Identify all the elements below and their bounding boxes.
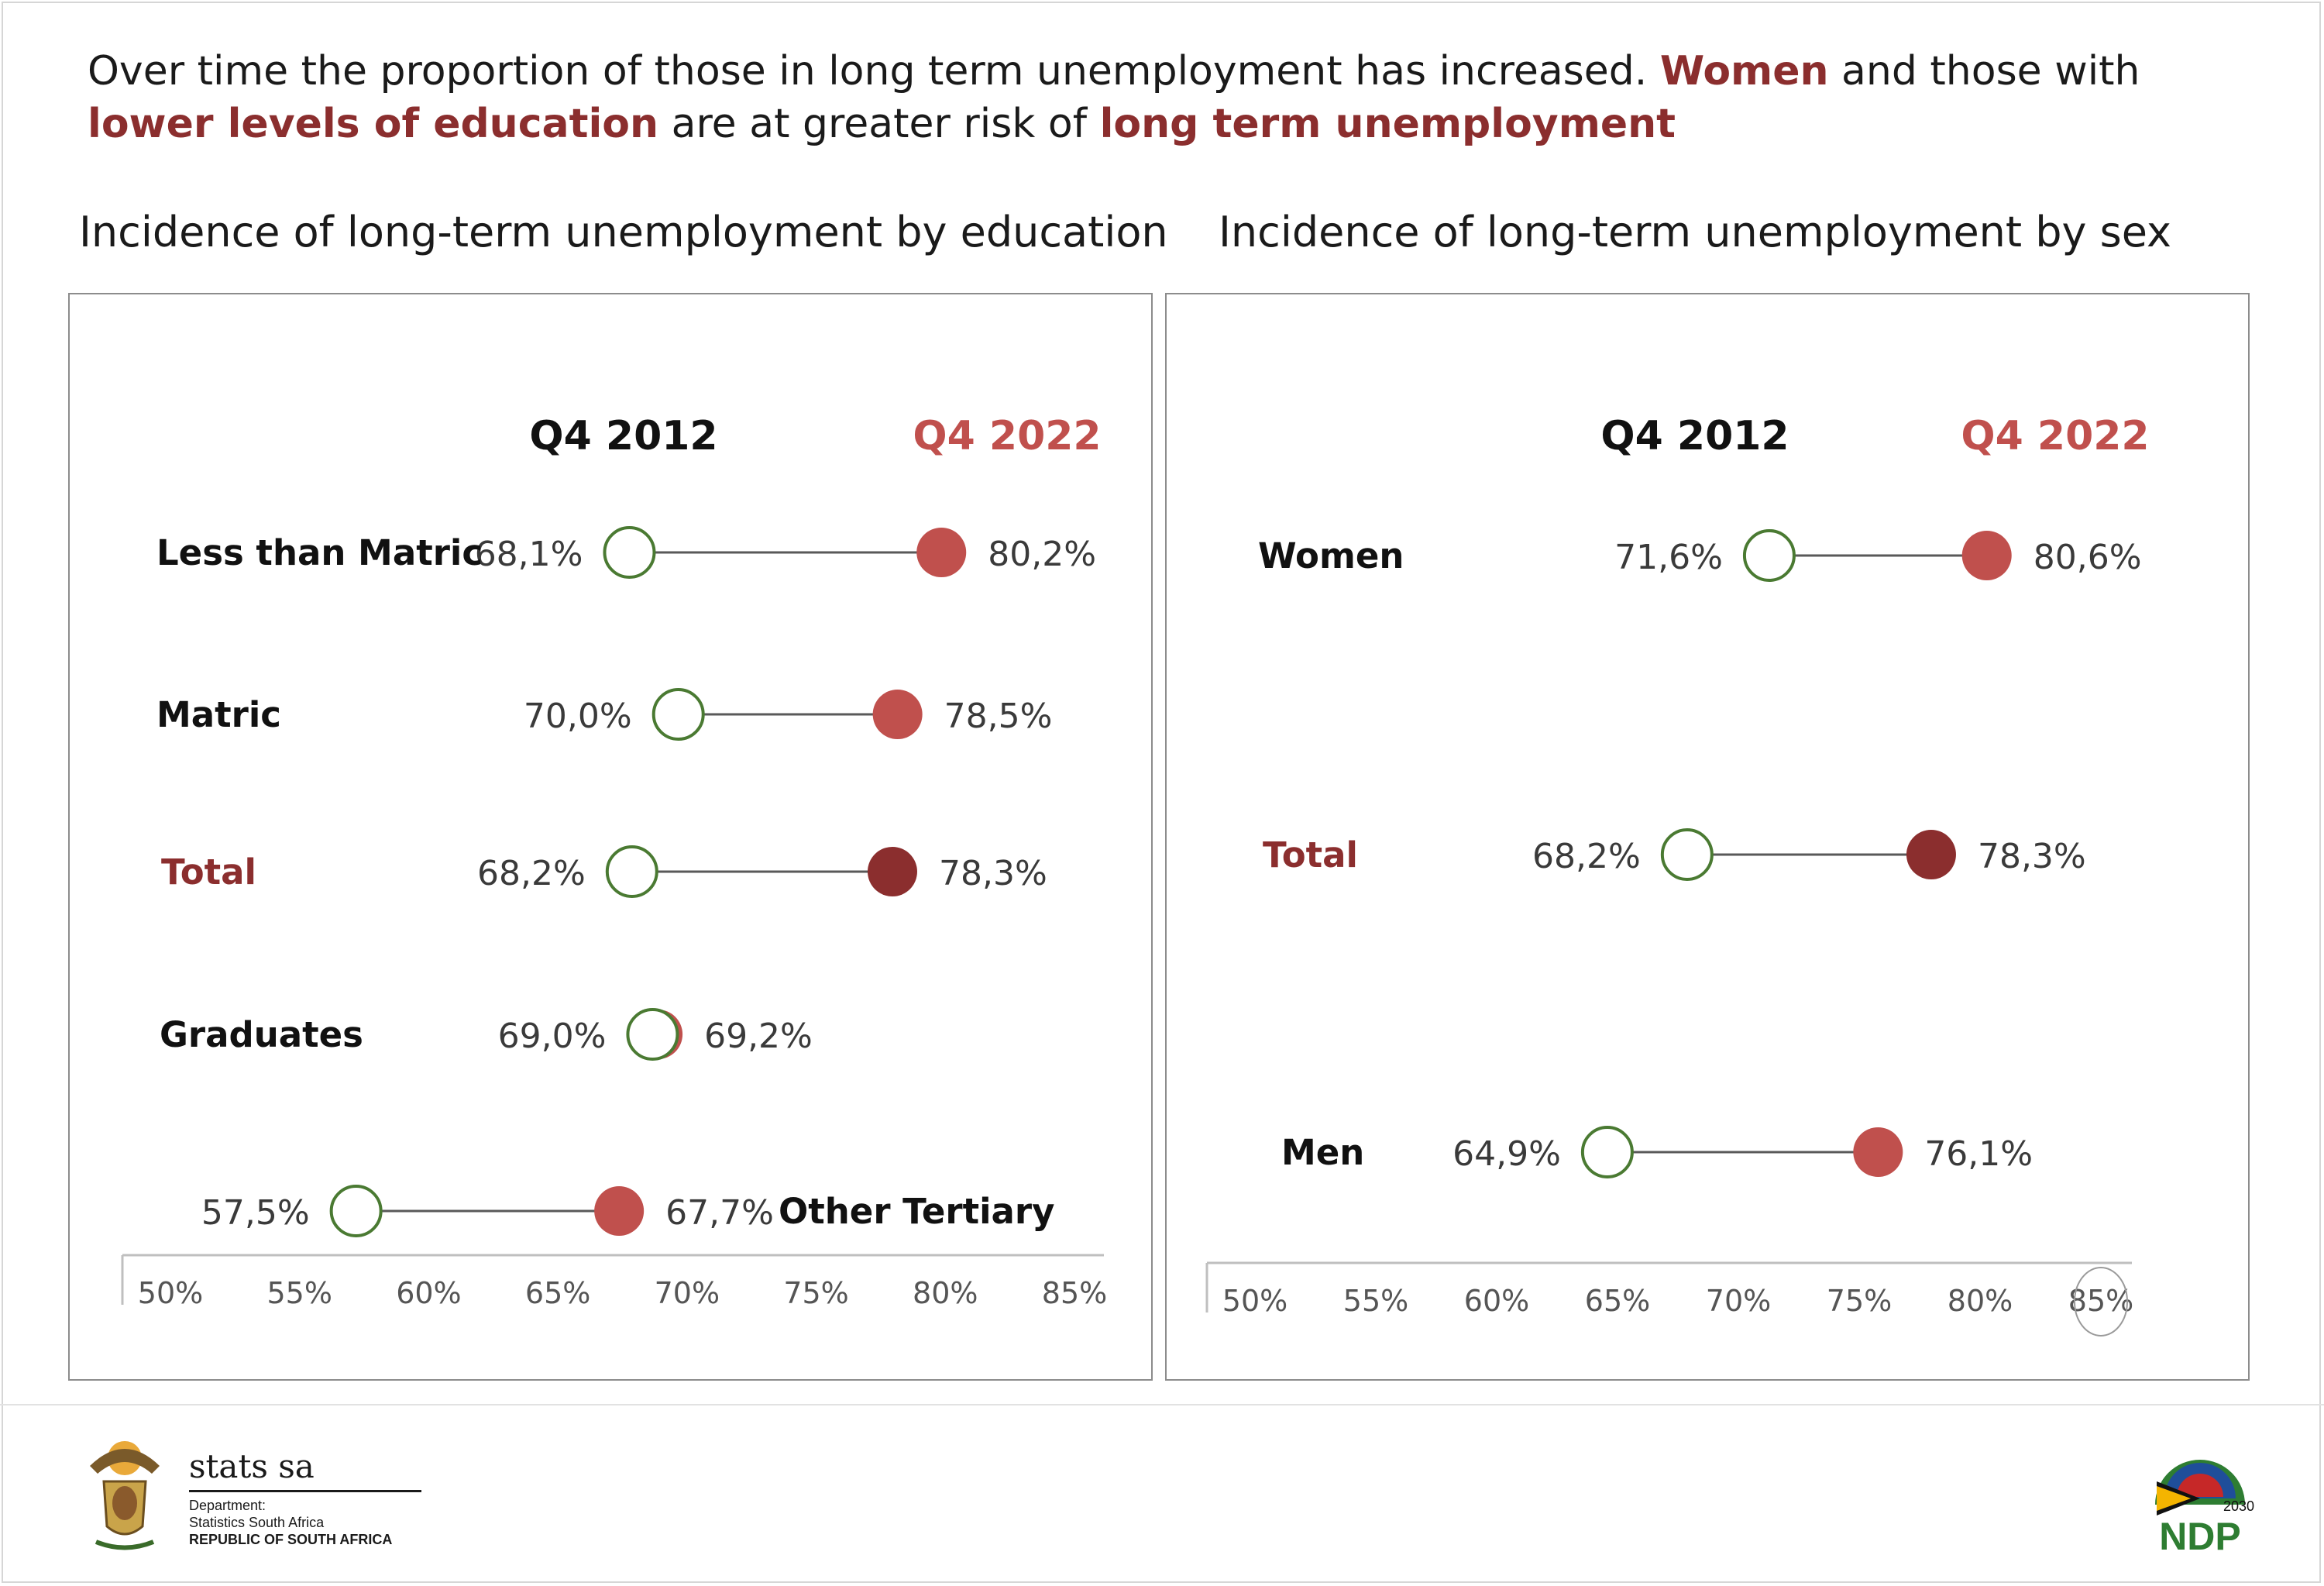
stats-sa-department: Department: Statistics South Africa REPU…	[189, 1497, 392, 1548]
category-label: Total	[1263, 834, 1358, 876]
point-q2022	[916, 528, 967, 577]
education-chart-panel: Q4 2012 Q4 2022 68,1% 80,2% Less than Matric…	[68, 293, 1153, 1381]
education-chart: Q4 2012 Q4 2022 68,1% 80,2% Less than Matric…	[121, 413, 1107, 1310]
legend-q2012: Q4 2012	[1600, 413, 1789, 459]
x-tick-label: 80%	[1948, 1284, 2013, 1318]
point-q2012	[1742, 529, 1796, 582]
education-chart-title: Incidence of long-term unemployment by e…	[79, 208, 1168, 256]
x-tick-label: 65%	[1585, 1284, 1650, 1318]
legend-q2022: Q4 2022	[913, 413, 1101, 459]
footer-divider	[0, 1404, 2324, 1405]
category-label: Graduates	[160, 1014, 363, 1055]
point-q2012	[1580, 1126, 1634, 1178]
headline-women: Women	[1659, 48, 1829, 95]
x-tick-label: 60%	[1464, 1284, 1529, 1318]
row-total: 68,2% 78,3% Total	[1263, 828, 2086, 881]
point-q2022	[872, 690, 923, 739]
value-label-q2022: 78,5%	[944, 697, 1053, 736]
sex-chart: Q4 2012 Q4 2022 71,6% 80,6% Women 68,2% 78,3% T…	[1205, 413, 2150, 1337]
point-q2012	[651, 688, 705, 741]
value-label-q2012: 68,2%	[477, 854, 586, 893]
value-label-q2022: 80,6%	[2033, 538, 2142, 577]
value-label-q2022: 69,2%	[704, 1017, 813, 1056]
point-q2022	[1961, 531, 2012, 580]
x-tick-label: 75%	[783, 1276, 848, 1310]
coat-of-arms-logo	[90, 1441, 160, 1550]
ndp-2030-logo: 2030 NDP	[2155, 1460, 2254, 1558]
stats-sa-name: stats sa	[189, 1447, 315, 1485]
category-label: Matric	[156, 694, 281, 735]
x-tick-label: 55%	[1343, 1284, 1408, 1318]
row-men: 64,9% 76,1% Men	[1281, 1126, 2033, 1178]
category-label: Less than Matric	[156, 532, 483, 573]
point-q2022	[1853, 1127, 1903, 1177]
row-total: 68,2% 78,3% Total	[161, 845, 1047, 898]
x-tick-label: 70%	[655, 1276, 720, 1310]
value-label-q2022: 67,7%	[665, 1193, 774, 1233]
x-tick-label: 50%	[1222, 1284, 1287, 1318]
point-q2022	[1906, 830, 1956, 879]
headline-long-term: long term unemployment	[1099, 101, 1676, 147]
dept-line-2: Statistics South Africa	[189, 1515, 325, 1530]
coat-of-arms-icon	[90, 1441, 160, 1550]
point-q2012	[329, 1185, 383, 1237]
legend-q2022: Q4 2022	[1961, 413, 2149, 459]
ndp-year: 2030	[2223, 1498, 2254, 1514]
point-q2012	[603, 526, 656, 579]
stats-sa-underline	[189, 1490, 421, 1492]
category-label: Total	[161, 851, 256, 893]
headline-lower-education: lower levels of education	[88, 101, 659, 147]
value-label-q2012: 68,2%	[1532, 837, 1641, 876]
value-label-q2022: 80,2%	[988, 535, 1096, 574]
value-label-q2012: 69,0%	[498, 1017, 607, 1056]
point-q2012	[626, 1008, 679, 1061]
headline: Over time the proportion of those in lon…	[88, 45, 2241, 150]
value-label-q2012: 57,5%	[201, 1193, 310, 1233]
dept-line-3: REPUBLIC OF SOUTH AFRICA	[189, 1532, 393, 1547]
x-tick-label: 70%	[1706, 1284, 1771, 1318]
value-label-q2012: 70,0%	[524, 697, 632, 736]
value-label-q2012: 71,6%	[1614, 538, 1723, 577]
x-tick-label: 85%	[1042, 1276, 1107, 1310]
point-q2022	[867, 847, 917, 896]
category-label: Women	[1258, 535, 1404, 576]
row-other-tertiary: 57,5% 67,7% Other Tertiary	[201, 1185, 1054, 1237]
x-tick-label: 50%	[138, 1276, 203, 1310]
legend-q2012: Q4 2012	[529, 413, 717, 459]
sex-chart-panel: Q4 2012 Q4 2022 71,6% 80,6% Women 68,2% 78,3% T…	[1165, 293, 2250, 1381]
headline-part1: Over time the proportion of those in lon…	[88, 48, 1660, 95]
point-q2022	[594, 1186, 645, 1236]
row-graduates: 69,0% 69,2% Graduates	[160, 1008, 813, 1061]
row-women: 71,6% 80,6% Women	[1258, 529, 2142, 582]
headline-part3: and those with	[1828, 48, 2140, 95]
category-label: Men	[1281, 1132, 1364, 1173]
point-q2012	[1660, 828, 1714, 881]
x-tick-label: 80%	[913, 1276, 978, 1310]
value-label-q2022: 78,3%	[939, 854, 1047, 893]
dept-line-1: Department:	[189, 1498, 266, 1513]
row-less-than-matric: 68,1% 80,2% Less than Matric	[156, 526, 1096, 579]
value-label-q2012: 64,9%	[1452, 1134, 1561, 1174]
highlight-ring	[2074, 1267, 2128, 1337]
value-label-q2012: 68,1%	[475, 535, 583, 574]
sex-chart-title: Incidence of long-term unemployment by s…	[1219, 208, 2172, 256]
x-tick-label: 75%	[1827, 1284, 1892, 1318]
row-matric: 70,0% 78,5% Matric	[156, 688, 1053, 741]
value-label-q2022: 76,1%	[1924, 1134, 2033, 1174]
category-label: Other Tertiary	[779, 1191, 1054, 1232]
headline-part5: are at greater risk of	[658, 101, 1100, 147]
point-q2012	[605, 845, 658, 898]
x-tick-label: 60%	[396, 1276, 461, 1310]
x-tick-label: 55%	[266, 1276, 332, 1310]
ndp-text: NDP	[2159, 1515, 2241, 1558]
x-tick-label: 65%	[525, 1276, 590, 1310]
ndp-icon	[2155, 1460, 2245, 1515]
value-label-q2022: 78,3%	[1978, 837, 2086, 876]
x-tick-label: 85%	[2068, 1284, 2133, 1318]
